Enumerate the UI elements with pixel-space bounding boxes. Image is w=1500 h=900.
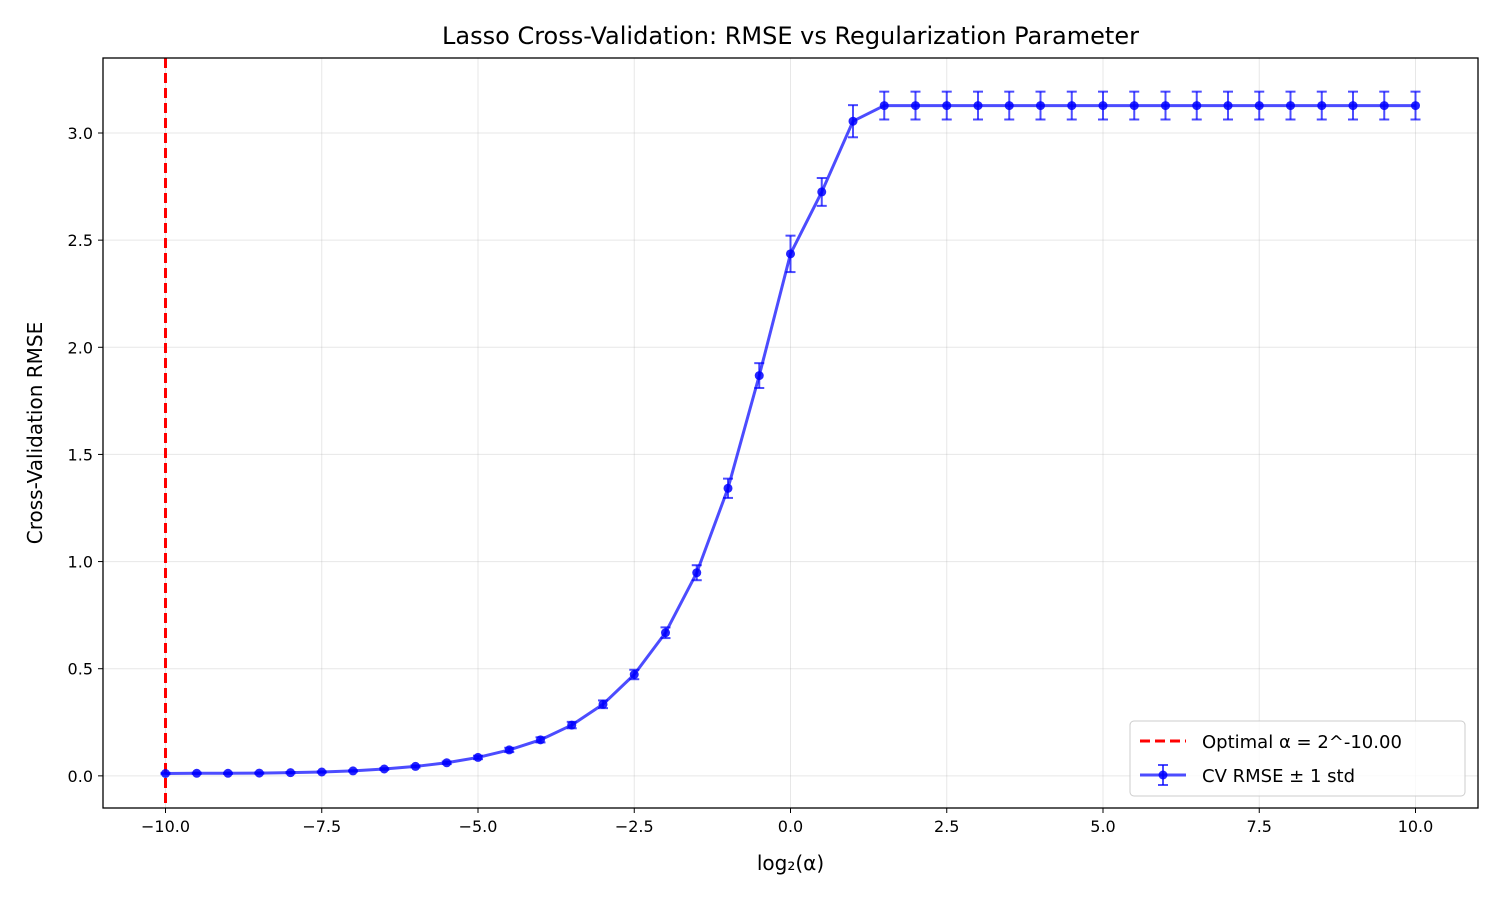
cv-rmse-point bbox=[379, 764, 389, 774]
cv-rmse-point bbox=[348, 766, 358, 776]
x-tick-label: 10.0 bbox=[1398, 817, 1434, 836]
cv-rmse-point bbox=[786, 249, 795, 259]
x-axis-ticks: −10.0 −7.5 −5.0 −2.5 0.0 2.5 5.0 7.5 10.0 bbox=[141, 808, 1433, 836]
legend-cv-label: CV RMSE ± 1 std bbox=[1202, 766, 1355, 787]
x-tick-label: −10.0 bbox=[141, 817, 190, 836]
cv-rmse-point bbox=[504, 745, 514, 755]
x-tick-label: −7.5 bbox=[302, 817, 341, 836]
cv-rmse-point bbox=[942, 101, 952, 111]
cv-rmse-point bbox=[1379, 101, 1389, 111]
cv-rmse-series-layer bbox=[160, 90, 1421, 778]
legend-cv-swatch bbox=[1140, 764, 1186, 786]
y-tick-label: 3.0 bbox=[68, 124, 93, 143]
cv-rmse-point bbox=[1098, 101, 1108, 111]
cv-rmse-point bbox=[1161, 101, 1170, 111]
y-tick-label: 2.0 bbox=[68, 338, 93, 357]
cv-rmse-point bbox=[1192, 101, 1202, 111]
cv-rmse-point bbox=[1317, 101, 1327, 111]
cv-rmse-point bbox=[1411, 101, 1420, 111]
cv-rmse-point bbox=[661, 628, 670, 638]
x-tick-label: −5.0 bbox=[459, 817, 498, 836]
cv-rmse-point bbox=[1004, 101, 1014, 111]
y-tick-label: 1.5 bbox=[68, 445, 93, 464]
x-axis-label: log₂(α) bbox=[757, 851, 824, 875]
cv-rmse-point bbox=[1036, 101, 1045, 111]
y-tick-label: 0.0 bbox=[68, 767, 93, 786]
cv-rmse-point bbox=[1067, 101, 1077, 111]
chart-title: Lasso Cross-Validation: RMSE vs Regulari… bbox=[442, 22, 1139, 50]
y-tick-label: 1.0 bbox=[68, 553, 93, 572]
cv-rmse-point bbox=[536, 735, 545, 745]
cv-rmse-point bbox=[192, 768, 202, 778]
legend-cv-marker bbox=[1158, 770, 1168, 780]
cv-rmse-point bbox=[1129, 101, 1139, 111]
cv-rmse-point bbox=[411, 761, 420, 771]
cv-rmse-point bbox=[1348, 101, 1358, 111]
cv-rmse-point bbox=[254, 768, 264, 778]
cv-rmse-point bbox=[817, 187, 827, 197]
cv-rmse-point bbox=[692, 568, 702, 578]
cv-rmse-point bbox=[473, 752, 483, 762]
cv-rmse-point bbox=[317, 767, 327, 777]
cv-rmse-point bbox=[848, 116, 858, 126]
cv-rmse-point bbox=[442, 758, 452, 768]
legend-box bbox=[1129, 720, 1466, 797]
cv-rmse-point bbox=[286, 768, 295, 778]
cv-rmse-point bbox=[879, 101, 889, 111]
cv-rmse-point bbox=[223, 768, 233, 778]
y-axis-label: Cross-Validation RMSE bbox=[23, 322, 47, 544]
cv-rmse-point bbox=[754, 371, 764, 381]
cv-rmse-point bbox=[161, 769, 170, 778]
x-tick-label: 7.5 bbox=[1247, 817, 1272, 836]
cv-rmse-point bbox=[973, 101, 983, 111]
cv-rmse-point bbox=[1223, 101, 1233, 111]
y-tick-label: 0.5 bbox=[68, 660, 93, 679]
cv-rmse-point bbox=[1254, 101, 1264, 111]
x-tick-label: 2.5 bbox=[934, 817, 959, 836]
cv-rmse-point bbox=[911, 101, 920, 111]
y-tick-label: 2.5 bbox=[68, 231, 93, 250]
legend: Optimal α = 2^-10.00 CV RMSE ± 1 std bbox=[1129, 720, 1466, 797]
cv-rmse-point bbox=[629, 670, 639, 679]
x-tick-label: 0.0 bbox=[778, 817, 803, 836]
cv-rmse-point bbox=[1286, 101, 1295, 111]
x-tick-label: 5.0 bbox=[1090, 817, 1115, 836]
x-tick-label: −2.5 bbox=[615, 817, 654, 836]
cv-rmse-point bbox=[598, 699, 608, 709]
legend-optimal-label: Optimal α = 2^-10.00 bbox=[1202, 732, 1402, 753]
cv-rmse-point bbox=[723, 483, 733, 493]
y-axis-ticks: 0.0 0.5 1.0 1.5 2.0 2.5 3.0 bbox=[68, 124, 103, 786]
cv-rmse-point bbox=[567, 720, 577, 730]
